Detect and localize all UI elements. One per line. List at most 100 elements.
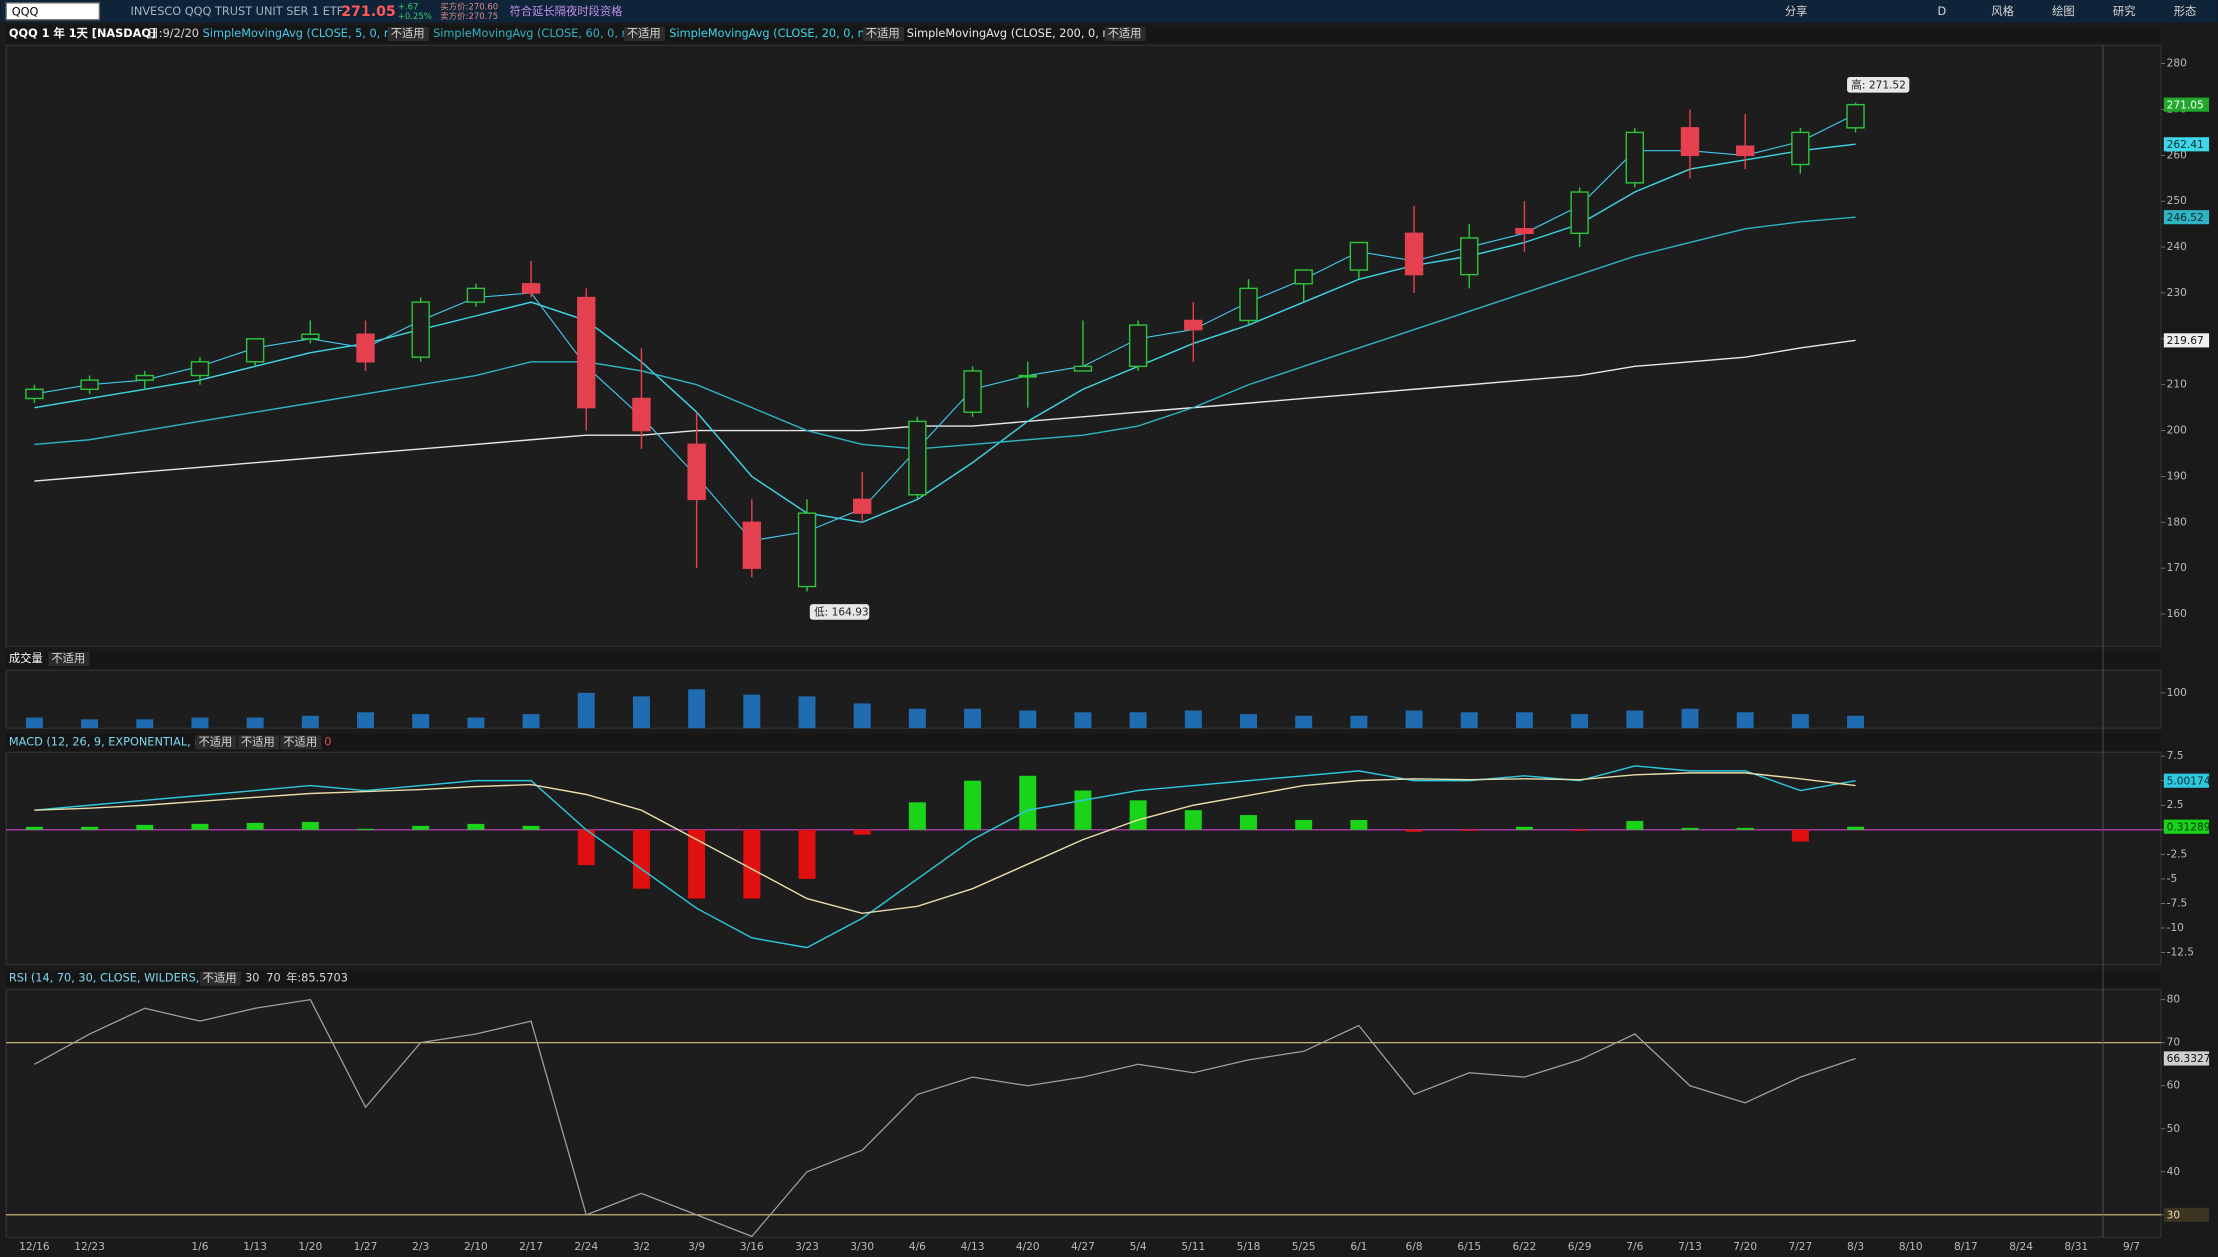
x-tick-label: 7/27	[1788, 1241, 1812, 1253]
candle-body	[411, 301, 430, 358]
volume-bar	[632, 696, 650, 729]
y-tick-label: 180	[2167, 516, 2187, 528]
candle-body	[1128, 324, 1148, 368]
x-tick-label: 6/29	[1568, 1241, 1592, 1253]
status-bg	[280, 735, 322, 750]
status: 不适用	[203, 971, 237, 984]
volume-bar	[81, 719, 99, 729]
x-tick-label: 3/9	[688, 1241, 705, 1253]
status-bg	[48, 651, 90, 666]
rsi-line	[34, 998, 1856, 1238]
volume-bar	[1460, 712, 1478, 729]
candle-body	[135, 374, 154, 381]
candle-body	[1735, 145, 1755, 157]
panel	[5, 989, 2162, 1238]
x-tick-label: 2/10	[464, 1241, 488, 1253]
candle-body	[577, 296, 596, 409]
moving-average	[34, 143, 1856, 524]
y-tick-label: 50	[2167, 1123, 2181, 1135]
y-tick-label: 280	[2167, 58, 2187, 70]
plot-area: 160170180190200210220230240250260270280Q…	[5, 25, 2211, 1253]
status-bg	[862, 26, 904, 42]
moving-average	[34, 339, 1856, 482]
legend-entry: SimpleMovingAvg (CLOSE, 200, 0, no)	[907, 27, 1121, 40]
chart-title: MACD (12, 26, 9, EXPONENTIAL, no)	[9, 735, 213, 748]
value-tag: 246.52	[2167, 212, 2204, 224]
volume-bar	[743, 694, 761, 729]
x-tick-label: 1/6	[191, 1241, 208, 1253]
low-annotation: 低: 164.93	[814, 606, 869, 619]
symbol-box[interactable]	[5, 2, 101, 21]
status-bg	[199, 971, 241, 986]
histogram-bar	[1295, 819, 1313, 830]
y-tick-label: 100	[2167, 687, 2187, 699]
candle-body	[1515, 228, 1534, 235]
candle-body	[1791, 131, 1810, 166]
chart-title: RSI (14, 70, 30, CLOSE, WILDERS, no)	[9, 971, 221, 984]
histogram-bar	[1515, 826, 1533, 830]
candle-body	[356, 333, 375, 363]
x-tick-label: 1/20	[298, 1241, 322, 1253]
value-tag-bg	[2163, 1207, 2210, 1222]
volume-bar	[688, 689, 706, 729]
x-tick-label: 7/20	[1733, 1241, 1757, 1253]
candle-body	[1570, 191, 1589, 235]
candle-body	[853, 498, 872, 514]
volume-bar	[964, 708, 982, 729]
candle-body	[742, 521, 762, 569]
toolbar-button[interactable]: 风格	[1991, 4, 2014, 18]
toolbar-button[interactable]: 分享	[1785, 4, 1808, 18]
value-tag-bg	[2163, 333, 2210, 348]
candle-body	[1460, 237, 1479, 276]
x-tick-label: 7/13	[1678, 1241, 1702, 1253]
y-tick-label: 70	[2167, 1037, 2181, 1049]
volume-bar	[1184, 710, 1202, 729]
period[interactable]: D	[1938, 5, 1947, 18]
toolbar-button[interactable]: 绘图	[2052, 4, 2075, 18]
histogram-bar	[246, 822, 264, 830]
value-tag-bg	[2163, 773, 2210, 788]
x-tick-label: 3/2	[633, 1241, 650, 1253]
toolbar-button[interactable]: 形态	[2174, 5, 2197, 18]
x-tick-label: 8/24	[2009, 1241, 2033, 1253]
legend-entry: SimpleMovingAvg (CLOSE, 60, 0, no)	[433, 27, 640, 40]
chart-subtitle: 日:9/2/20	[148, 27, 199, 40]
toolbar-button[interactable]: 研究	[2113, 4, 2136, 18]
histogram-bar	[632, 829, 650, 889]
volume-bar	[1736, 712, 1754, 729]
value-tag: 262.41	[2167, 139, 2204, 151]
histogram-bar	[577, 829, 595, 866]
volume-bar	[1129, 712, 1147, 729]
x-tick-label: 6/22	[1513, 1241, 1537, 1253]
histogram-bar	[964, 780, 982, 830]
x-tick-label: 12/16	[19, 1241, 50, 1253]
volume-bar	[1681, 708, 1699, 729]
high-annotation: 高: 271.52	[1851, 79, 1906, 92]
candle-body	[1349, 241, 1369, 271]
status: 不适用	[241, 735, 275, 748]
symbol[interactable]: QQQ	[12, 6, 39, 19]
low-annotation-bg	[809, 604, 870, 620]
histogram-bar	[1626, 820, 1644, 830]
status: 不适用	[627, 27, 661, 40]
value-tag-bg	[2163, 819, 2210, 834]
histogram-bar	[1184, 810, 1202, 830]
volume-bar	[1626, 710, 1644, 729]
x-tick-label: 1/13	[243, 1241, 267, 1253]
volume-bar	[908, 708, 926, 729]
volume-bar	[577, 692, 595, 729]
value-tag-bg	[2163, 210, 2210, 225]
change-pct: +0.25%	[398, 11, 432, 21]
histogram-bar	[1736, 827, 1754, 830]
x-tick-label: 7/6	[1626, 1241, 1643, 1253]
legend-entry: SimpleMovingAvg (CLOSE, 20, 0, no)	[669, 27, 876, 40]
y-tick-label: -10	[2167, 922, 2185, 934]
value-tag: 30	[2167, 1210, 2181, 1222]
volume-bar	[191, 717, 209, 729]
volume-bar	[853, 703, 871, 729]
histogram-bar	[25, 826, 43, 830]
candle-body	[1680, 127, 1700, 157]
candle-body	[797, 512, 817, 588]
histogram-bar	[1240, 815, 1257, 830]
